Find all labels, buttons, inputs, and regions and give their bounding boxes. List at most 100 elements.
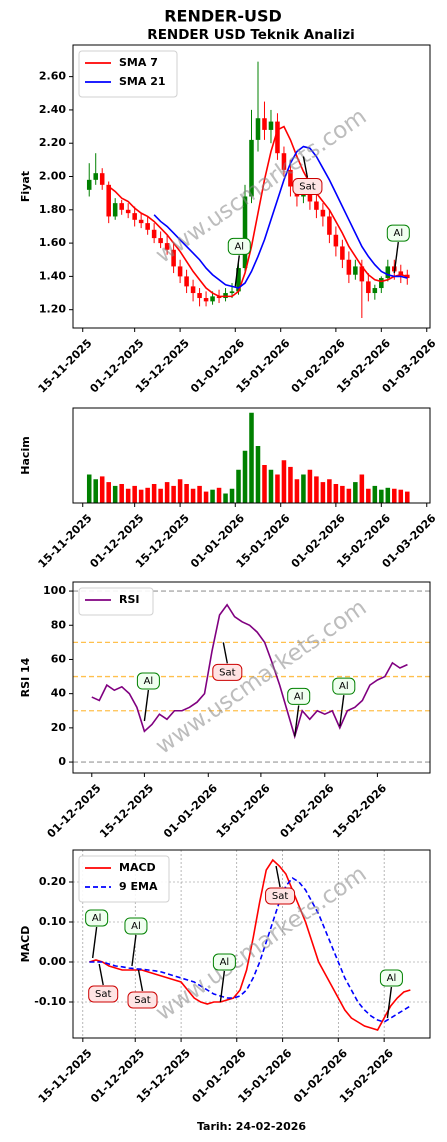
annotation-arrow xyxy=(386,986,393,1019)
annotation-box xyxy=(136,672,160,690)
candle-body xyxy=(398,271,404,275)
bar xyxy=(262,465,267,503)
candle-body xyxy=(184,276,189,287)
annotation-box xyxy=(265,887,296,905)
axes-frame xyxy=(72,849,431,1039)
bar xyxy=(242,450,248,503)
candle-body xyxy=(119,203,124,210)
x-axis-label: Tarih: 24-02-2026 xyxy=(197,1120,306,1133)
bar xyxy=(171,485,176,503)
y-tick-label: 2.00 xyxy=(39,170,66,183)
annotation-box xyxy=(85,909,109,927)
candle-body xyxy=(353,266,358,275)
y-axis-label: Hacim xyxy=(19,436,32,474)
bar xyxy=(268,469,274,503)
legend-label: MACD xyxy=(119,861,156,874)
annotation-box xyxy=(124,917,148,935)
bar xyxy=(229,488,235,503)
candle-body xyxy=(158,238,163,244)
candle-body xyxy=(151,229,157,239)
annotation-arrow xyxy=(131,934,137,967)
annotation-label: Al xyxy=(294,691,304,702)
bar xyxy=(203,491,209,503)
candle-body xyxy=(405,274,410,279)
series-line xyxy=(108,125,408,298)
bar xyxy=(281,460,287,503)
annotation-label: Sat xyxy=(299,182,315,193)
annotation-arrow xyxy=(143,689,150,722)
bar xyxy=(372,485,378,503)
bar xyxy=(138,489,144,503)
y-tick-label: 1.60 xyxy=(39,236,66,249)
candle-body xyxy=(268,121,274,130)
bar xyxy=(294,479,300,503)
bar xyxy=(177,479,183,503)
annotation-arrow xyxy=(393,241,399,274)
bar xyxy=(366,488,371,503)
series-line xyxy=(91,603,408,740)
plot-area xyxy=(86,61,410,319)
annotation-arrow xyxy=(91,926,98,959)
candle-body xyxy=(340,246,345,260)
candle-body xyxy=(138,219,144,224)
candle-body xyxy=(255,118,261,140)
y-tick-label: 80 xyxy=(51,618,67,631)
bar xyxy=(190,488,196,503)
bar xyxy=(86,474,92,503)
y-tick-label: 2.20 xyxy=(39,136,66,149)
bar xyxy=(158,488,163,503)
candle-body xyxy=(320,209,326,217)
candle-body xyxy=(132,213,137,220)
bar xyxy=(398,489,404,503)
candle-body xyxy=(372,288,378,294)
annotation-arrow xyxy=(98,963,104,986)
y-tick-label: 1.40 xyxy=(39,269,66,282)
annotation-box xyxy=(292,178,323,196)
candle-body xyxy=(327,216,332,235)
bar xyxy=(359,474,365,503)
legend-label: RSI xyxy=(119,593,140,606)
legend-label: 9 EMA xyxy=(119,880,158,893)
bar xyxy=(125,488,131,503)
candle-body xyxy=(93,173,98,180)
annotation-label: Al xyxy=(144,676,154,687)
annotation-box xyxy=(127,991,158,1009)
bar xyxy=(236,469,241,503)
bar xyxy=(353,482,358,503)
candle-body xyxy=(106,184,111,217)
candle-body xyxy=(164,243,170,250)
bar xyxy=(307,469,313,503)
candle-body xyxy=(171,249,176,267)
watermark: www.uscmarkets.com xyxy=(151,103,371,268)
annotation-arrow xyxy=(222,642,229,664)
annotation-label: Sat xyxy=(134,995,150,1006)
bar xyxy=(255,446,261,503)
plot-area xyxy=(73,850,430,1038)
candle-body xyxy=(177,266,183,277)
candle-body xyxy=(86,179,92,190)
y-tick-label: 1.20 xyxy=(39,303,66,316)
plot-area xyxy=(86,412,410,503)
x-tick-label: 01-12-2025 xyxy=(45,782,104,841)
candle-body xyxy=(112,203,118,217)
candle-body xyxy=(99,173,105,185)
annotation-box xyxy=(212,663,243,681)
annotation-arrow xyxy=(234,255,240,287)
candle-body xyxy=(307,189,313,202)
bar xyxy=(145,487,150,503)
bar xyxy=(379,489,384,503)
annotation-arrow xyxy=(294,705,300,737)
bar xyxy=(333,484,339,503)
y-tick-label: 0.00 xyxy=(39,955,66,968)
annotation-arrow xyxy=(339,695,345,727)
annotation-box xyxy=(386,224,410,242)
y-tick-label: 0 xyxy=(58,755,66,768)
series-line xyxy=(89,876,411,1023)
annotation-arrow xyxy=(219,970,226,1003)
annotation-box xyxy=(287,687,311,705)
bar xyxy=(184,484,189,503)
candle-body xyxy=(216,296,222,299)
chart-subtitle: RENDER USD Teknik Analizi xyxy=(147,27,354,43)
x-tick-label: 01-01-2026 xyxy=(161,781,220,840)
bar xyxy=(249,412,254,503)
